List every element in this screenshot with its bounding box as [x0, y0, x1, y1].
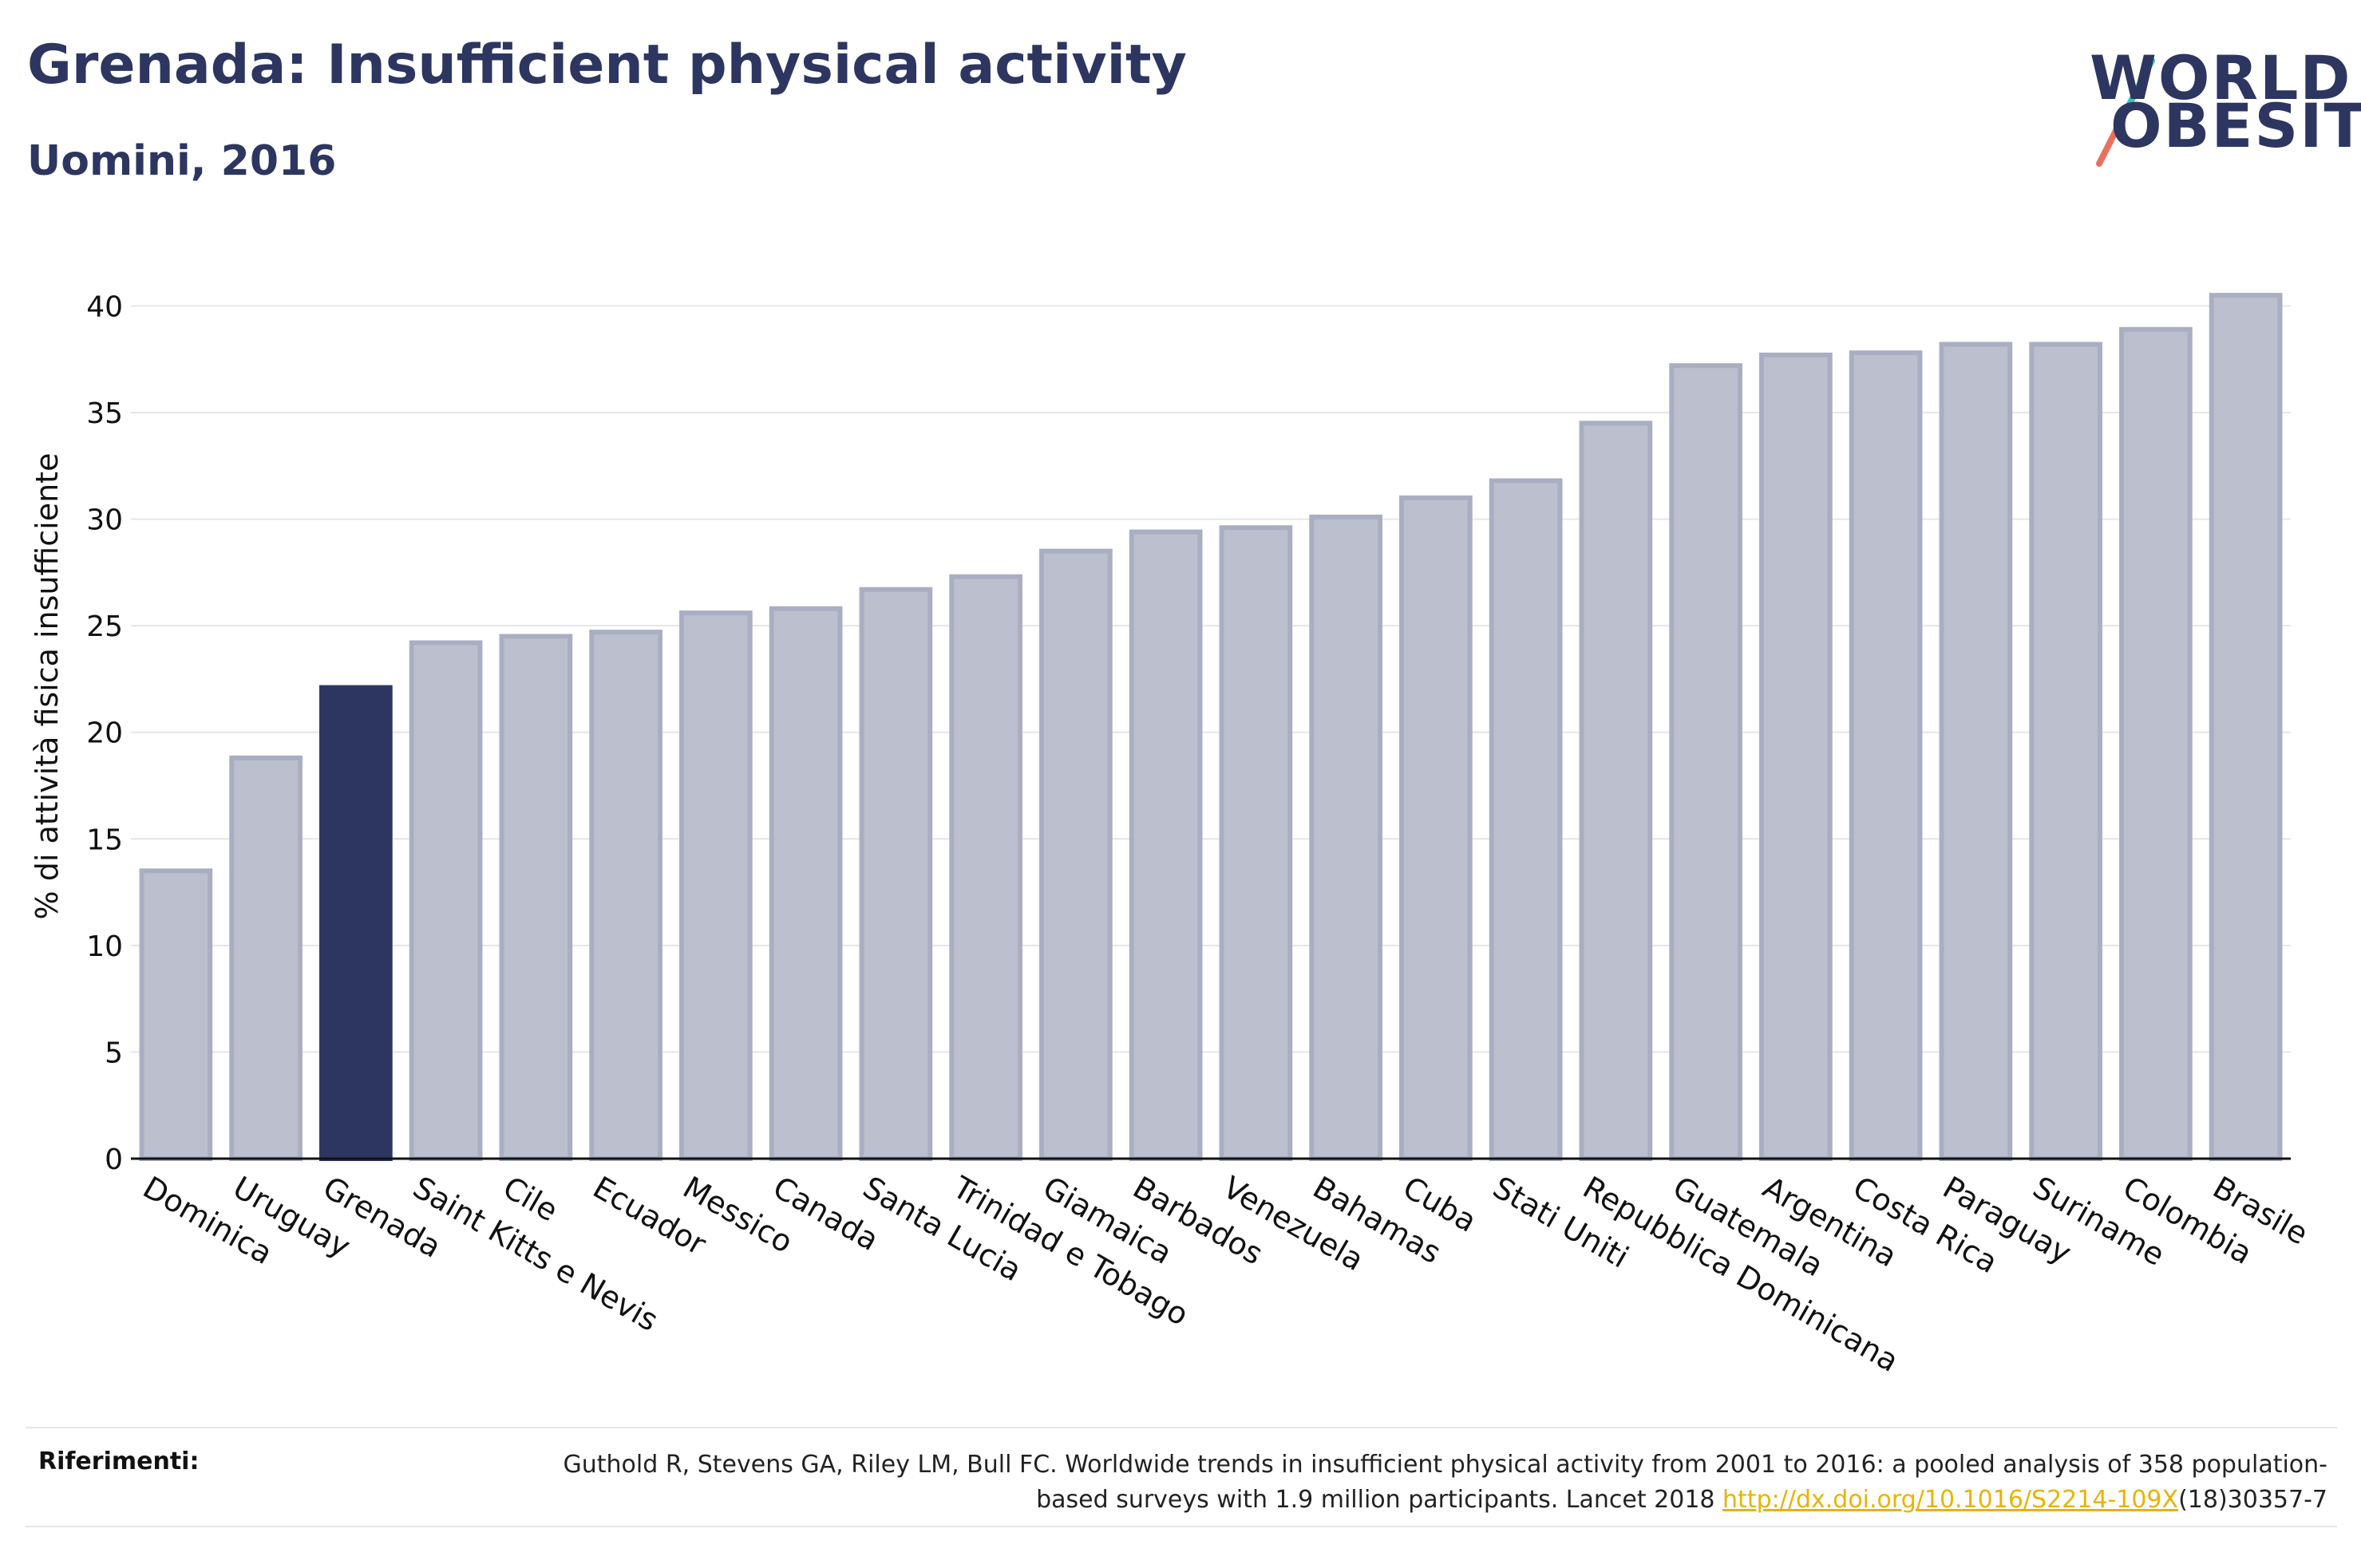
bar-dominica: [139, 868, 213, 1162]
bar-barbados: [1129, 529, 1203, 1161]
bar-uruguay: [229, 755, 303, 1161]
y-tick-label: 25: [86, 610, 123, 643]
bar-chart: 0510152025303540DominicaUruguayGrenadaSa…: [30, 290, 2314, 1378]
chart-title: Grenada: Insufficient physical activity: [27, 34, 1187, 97]
bar-grenada: [319, 685, 393, 1161]
bar-stati-uniti: [1489, 478, 1563, 1161]
references-doi-link[interactable]: http://dx.doi.org/10.1016/S2214-109X: [1722, 1486, 2179, 1514]
logo-slash-icon: [2096, 57, 2155, 167]
footer-divider-top: [26, 1427, 2337, 1428]
y-tick-label: 40: [86, 290, 123, 323]
y-tick-label: 15: [86, 823, 123, 856]
bar-venezuela: [1219, 525, 1293, 1161]
bar-paraguay: [1939, 342, 2013, 1161]
bar-suriname: [2029, 342, 2102, 1161]
chart-subtitle: Uomini, 2016: [27, 137, 337, 185]
bar-cile: [499, 634, 573, 1161]
bar-costa-rica: [1849, 350, 1923, 1161]
world-obesity-logo: WORLD OBESITY: [2075, 24, 2361, 168]
y-tick-label: 20: [86, 717, 123, 750]
bar-trinidad-e-tobago: [949, 574, 1022, 1161]
bar-brasile: [2209, 293, 2283, 1162]
y-tick-label: 30: [86, 504, 123, 537]
bar-canada: [769, 606, 843, 1161]
logo-text-world: WORLD: [2090, 42, 2352, 113]
bar-colombia: [2119, 326, 2193, 1161]
logo-text-obesity: OBESITY: [2110, 90, 2361, 161]
footer-divider-bottom: [26, 1526, 2337, 1527]
y-tick-label: 35: [86, 397, 123, 430]
bars: [139, 293, 2283, 1162]
bar-santa-lucia: [859, 587, 933, 1161]
references-text: Guthold R, Stevens GA, Riley LM, Bull FC…: [492, 1448, 2327, 1518]
bar-guatemala: [1669, 363, 1742, 1161]
bar-cuba: [1399, 495, 1473, 1161]
bar-argentina: [1759, 352, 1833, 1162]
y-tick-label: 0: [105, 1143, 123, 1176]
y-tick-label: 5: [105, 1037, 123, 1069]
y-tick-label: 10: [86, 930, 123, 963]
references-label: Riferimenti:: [38, 1448, 200, 1475]
bar-messico: [679, 610, 753, 1161]
bar-ecuador: [589, 630, 662, 1161]
bar-bahamas: [1309, 514, 1382, 1161]
y-axis-label: % di attività fisica insufficiente: [30, 453, 65, 920]
bar-repubblica-dominicana: [1579, 421, 1653, 1161]
bar-giamaica: [1039, 548, 1113, 1161]
references-citation: Guthold R, Stevens GA, Riley LM, Bull FC…: [563, 1451, 2327, 1514]
references-citation-suffix: (18)30357-7: [2178, 1486, 2327, 1514]
bar-saint-kitts-e-nevis: [409, 640, 483, 1161]
